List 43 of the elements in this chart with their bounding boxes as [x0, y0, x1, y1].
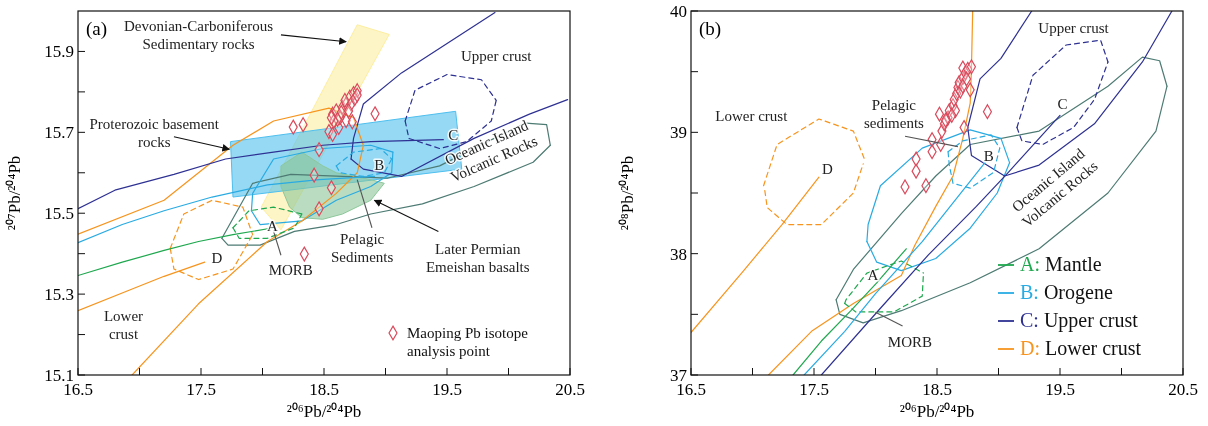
annotation: C — [1057, 95, 1068, 112]
y-tick-label: 15.7 — [44, 123, 75, 143]
annotation: Pelagic sediments — [863, 97, 925, 132]
legend-label: D: Lower crust — [1020, 337, 1142, 359]
y-tick-label: 40 — [670, 2, 687, 21]
chart-title: (a) — [86, 18, 108, 40]
annotation: Lower crust — [103, 307, 144, 342]
annotation: Devonian-Carboniferous Sedimentary rocks — [123, 18, 274, 53]
legend-label: C: Upper crust — [1020, 309, 1139, 332]
x-tick-label: 20.5 — [1168, 380, 1198, 399]
annotation: B — [983, 147, 994, 164]
x-tick-label: 18.5 — [922, 380, 952, 399]
annotation: D — [211, 250, 223, 267]
x-axis-title: ²⁰⁶Pb/²⁰⁴Pb — [899, 402, 975, 421]
y-axis-title: ²⁰⁷Pb/²⁰⁴Pb — [5, 155, 24, 231]
x-tick-label: 19.5 — [432, 380, 462, 399]
x-tick-label: 17.5 — [799, 380, 829, 399]
y-axis-title: ²⁰⁸Pb/²⁰⁴Pb — [618, 155, 637, 231]
legend-label: A: Mantle — [1020, 253, 1102, 275]
annotation: B — [374, 156, 385, 173]
annotation: Upper crust — [1038, 19, 1110, 36]
annotation: Pelagic Sediments — [330, 231, 394, 266]
annotation: Lower crust — [715, 107, 789, 124]
x-tick-label: 19.5 — [1045, 380, 1075, 399]
legend-label: B: Orogene — [1020, 281, 1113, 304]
annotation: MORB — [887, 333, 933, 350]
x-tick-label: 20.5 — [555, 380, 585, 399]
y-tick-label: 15.5 — [44, 204, 74, 224]
chart-title: (b) — [699, 18, 722, 40]
x-tick-label: 18.5 — [309, 380, 339, 399]
x-axis-title: ²⁰⁶Pb/²⁰⁴Pb — [286, 402, 362, 421]
annotation: D — [822, 161, 834, 178]
y-tick-label: 39 — [670, 123, 687, 143]
annotation: Upper crust — [461, 47, 533, 64]
y-tick-label: 38 — [670, 244, 687, 264]
annotation: Proterozoic basement rocks — [89, 116, 220, 151]
x-tick-label: 17.5 — [186, 380, 216, 399]
annotation: MORB — [268, 262, 313, 279]
annotation: Later Permian Emeishan basalts — [425, 240, 530, 275]
y-tick-label: 15.3 — [44, 285, 74, 305]
legend-label: Maoping Pb isotope analysis point — [407, 325, 529, 359]
y-tick-label: 15.9 — [44, 42, 74, 62]
annotation: A — [867, 267, 879, 284]
